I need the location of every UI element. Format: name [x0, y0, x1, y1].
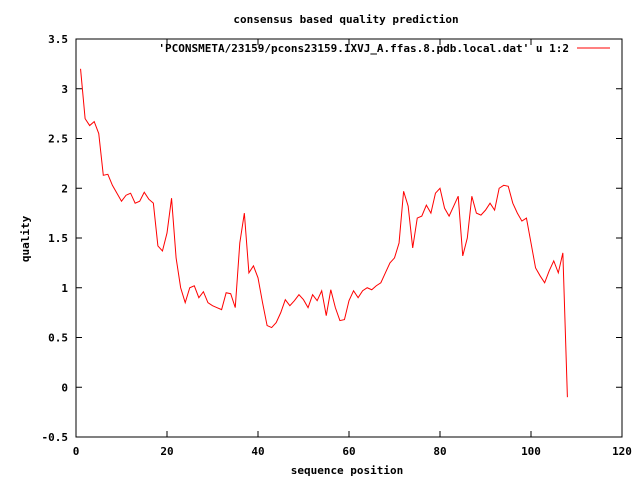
chart-title: consensus based quality prediction — [233, 13, 458, 26]
y-tick-label: 0 — [61, 381, 68, 394]
x-tick-label: 120 — [612, 445, 632, 458]
x-tick-label: 60 — [342, 445, 355, 458]
plot-frame — [75, 38, 623, 438]
y-tick-label: 0.5 — [48, 332, 68, 345]
axis-ticks: 0 20 40 60 80 100 120 -0.5 0 0.5 1 1.5 2 2.5 3 3.5 — [42, 33, 632, 458]
y-tick-label: -0.5 — [42, 431, 69, 444]
series-layer — [80, 68, 568, 398]
y-tick-label: 1 — [61, 282, 68, 295]
y-axis-label: quality — [19, 215, 32, 262]
x-tick-label: 20 — [160, 445, 173, 458]
y-tick-label: 1.5 — [48, 232, 68, 245]
legend-label: 'PCONSMETA/23159/pcons23159.1XVJ_A.ffas.… — [158, 42, 569, 55]
x-tick-label: 40 — [251, 445, 264, 458]
y-tick-label: 3.5 — [48, 33, 68, 46]
y-tick-label: 2 — [61, 182, 68, 195]
x-tick-label: 0 — [73, 445, 80, 458]
legend: 'PCONSMETA/23159/pcons23159.1XVJ_A.ffas.… — [158, 42, 610, 55]
x-axis-label: sequence position — [291, 464, 404, 477]
x-tick-label: 100 — [521, 445, 541, 458]
series-line-0 — [80, 68, 568, 398]
x-tick-label: 80 — [433, 445, 446, 458]
y-tick-label: 2.5 — [48, 133, 68, 146]
y-tick-label: 3 — [61, 83, 68, 96]
